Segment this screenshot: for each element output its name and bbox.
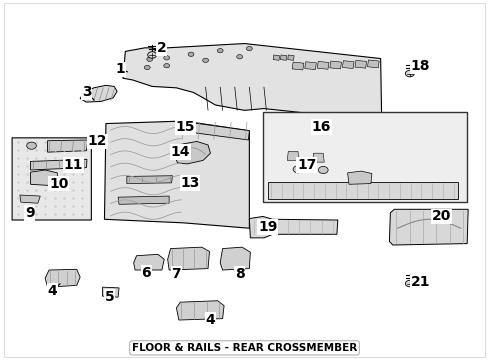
Circle shape	[292, 166, 302, 173]
Circle shape	[147, 52, 156, 58]
Polygon shape	[267, 182, 458, 199]
Text: 12: 12	[88, 134, 107, 148]
Polygon shape	[20, 195, 40, 203]
Polygon shape	[102, 287, 119, 297]
Text: FLOOR & RAILS - REAR CROSSMEMBER: FLOOR & RAILS - REAR CROSSMEMBER	[132, 343, 356, 353]
Circle shape	[318, 166, 327, 174]
Text: 3: 3	[81, 85, 91, 99]
Text: 10: 10	[49, 176, 68, 190]
Polygon shape	[329, 61, 341, 69]
Polygon shape	[118, 196, 169, 204]
Text: 5: 5	[104, 290, 114, 304]
Text: 19: 19	[258, 220, 277, 234]
Polygon shape	[12, 138, 91, 220]
Circle shape	[236, 55, 242, 59]
Polygon shape	[167, 247, 209, 270]
Text: 2: 2	[157, 41, 166, 55]
Text: 16: 16	[311, 120, 330, 134]
Polygon shape	[347, 171, 371, 184]
Polygon shape	[273, 55, 279, 60]
Text: 7: 7	[171, 267, 181, 280]
Circle shape	[163, 56, 169, 60]
Circle shape	[144, 65, 150, 69]
Text: 18: 18	[410, 59, 429, 73]
Text: 8: 8	[234, 267, 244, 280]
Text: 4: 4	[47, 284, 57, 298]
Text: 20: 20	[431, 210, 450, 224]
Circle shape	[146, 57, 152, 62]
Polygon shape	[354, 60, 366, 68]
Polygon shape	[174, 141, 210, 164]
Circle shape	[405, 280, 413, 287]
Polygon shape	[220, 247, 250, 270]
Circle shape	[163, 64, 169, 68]
Polygon shape	[291, 62, 303, 70]
Text: 17: 17	[296, 158, 316, 172]
Polygon shape	[342, 61, 353, 68]
Circle shape	[246, 46, 252, 51]
Polygon shape	[304, 62, 316, 69]
Circle shape	[217, 49, 223, 53]
Polygon shape	[30, 170, 57, 185]
Text: 4: 4	[205, 313, 215, 327]
Text: 11: 11	[63, 158, 83, 172]
Text: 6: 6	[141, 266, 151, 280]
Polygon shape	[45, 269, 80, 287]
Text: 14: 14	[170, 145, 190, 159]
Text: 21: 21	[410, 275, 429, 289]
Polygon shape	[179, 121, 249, 140]
Polygon shape	[133, 254, 164, 270]
Circle shape	[27, 142, 36, 149]
Polygon shape	[280, 55, 286, 60]
Polygon shape	[30, 159, 87, 170]
Polygon shape	[80, 85, 117, 102]
Polygon shape	[388, 209, 467, 245]
Polygon shape	[287, 55, 293, 60]
Polygon shape	[47, 140, 88, 152]
Circle shape	[188, 52, 194, 57]
Polygon shape	[104, 121, 249, 228]
Polygon shape	[122, 44, 381, 120]
Text: 1: 1	[115, 62, 125, 76]
Polygon shape	[249, 216, 337, 238]
Text: 9: 9	[25, 206, 34, 220]
Polygon shape	[367, 60, 378, 68]
Circle shape	[405, 70, 413, 77]
Text: 13: 13	[180, 176, 199, 190]
Polygon shape	[317, 62, 328, 69]
Polygon shape	[287, 152, 298, 160]
Polygon shape	[176, 301, 224, 320]
Circle shape	[202, 58, 208, 63]
Text: 15: 15	[175, 120, 195, 134]
Polygon shape	[126, 176, 172, 184]
Bar	[263, 112, 466, 202]
Polygon shape	[312, 153, 324, 162]
